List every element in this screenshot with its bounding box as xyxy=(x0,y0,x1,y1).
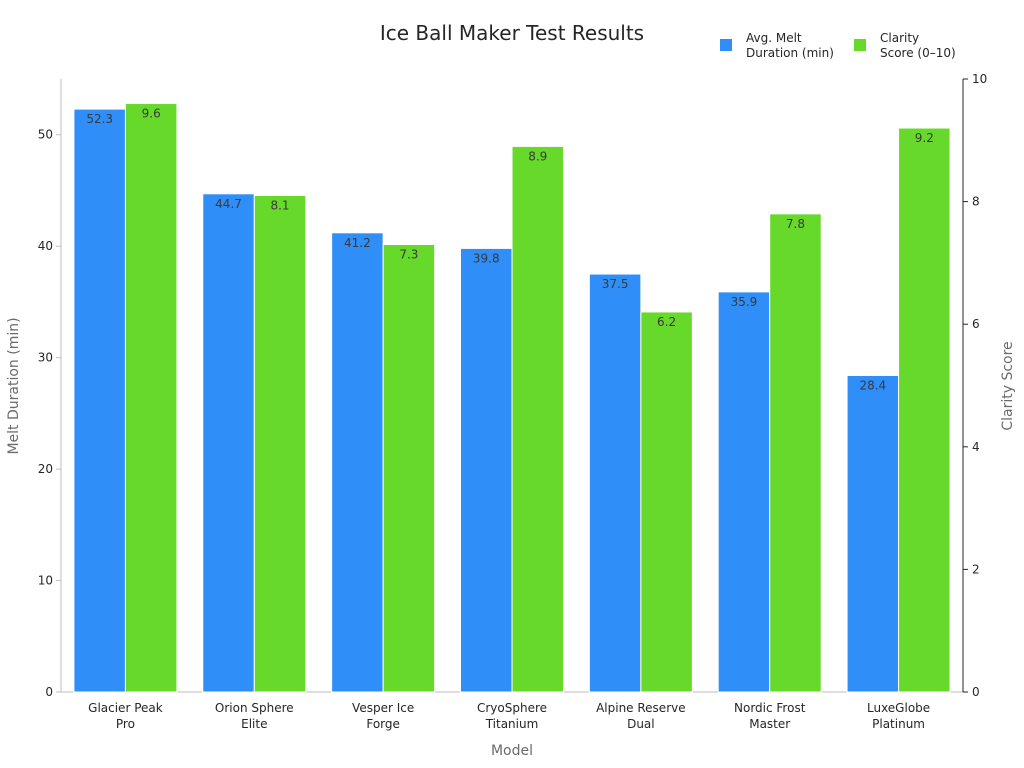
legend-label-melt: Avg. Melt Duration (min) xyxy=(746,31,834,60)
x-tick-label: CryoSphere Titanium xyxy=(477,701,547,731)
x-tick-label-line: Alpine Reserve xyxy=(596,701,686,715)
data-label: 37.5 xyxy=(602,277,629,291)
bar-melt xyxy=(717,291,771,693)
x-tick-label-line: Glacier Peak xyxy=(88,701,163,715)
x-axis-title: Model xyxy=(491,743,533,759)
x-tick-label: Nordic Frost Master xyxy=(734,701,806,731)
y2-tick-label: 0 xyxy=(972,685,980,699)
data-label: 6.2 xyxy=(657,315,676,329)
legend-label-line: Avg. Melt xyxy=(746,31,802,45)
legend-swatch-melt xyxy=(720,39,732,51)
bar-melt xyxy=(73,108,126,693)
bar-melt xyxy=(588,273,642,693)
y2-axis-title: Clarity Score xyxy=(1000,341,1016,430)
x-tick-label-line: CryoSphere xyxy=(477,701,547,715)
y2-tick-label: 8 xyxy=(972,195,980,209)
chart-title: Ice Ball Maker Test Results xyxy=(380,21,644,45)
data-label: 8.9 xyxy=(528,149,547,163)
data-label: 7.3 xyxy=(399,248,418,262)
bar-clarity xyxy=(640,311,693,693)
y-tick-label: 40 xyxy=(38,239,53,253)
data-label: 9.2 xyxy=(915,131,934,145)
x-tick-label-line: Forge xyxy=(366,717,400,731)
x-tick-label-line: Master xyxy=(749,717,790,731)
x-tick-label-line: Dual xyxy=(627,717,655,731)
data-label: 28.4 xyxy=(859,378,886,392)
data-label: 41.2 xyxy=(344,236,371,250)
x-tick-label-line: LuxeGlobe xyxy=(867,701,930,715)
x-tick-label: Alpine Reserve Dual xyxy=(596,701,686,731)
x-tick-label-line: Pro xyxy=(116,717,135,731)
bar-melt xyxy=(460,247,513,693)
y-tick-label: 30 xyxy=(38,351,53,365)
y2-tick-label: 6 xyxy=(972,317,980,331)
bar-clarity xyxy=(124,103,178,693)
x-tick-label: Vesper Ice Forge xyxy=(352,701,414,731)
y-tick-label: 50 xyxy=(38,128,53,142)
bar-clarity xyxy=(769,213,822,693)
x-tick-label-line: Platinum xyxy=(872,717,925,731)
x-tick-label: Orion Sphere Elite xyxy=(215,701,294,731)
legend-label-line: Clarity xyxy=(880,31,919,45)
bar-clarity xyxy=(253,194,307,693)
y-tick-label: 20 xyxy=(38,462,53,476)
data-label: 8.1 xyxy=(270,198,289,212)
legend: Avg. Melt Duration (min) Clarity Score (0–1… xyxy=(720,31,956,60)
y2-tick-label: 10 xyxy=(972,72,987,86)
y-tick-label: 0 xyxy=(45,685,53,699)
data-label: 7.8 xyxy=(786,217,805,231)
data-label: 35.9 xyxy=(731,295,758,309)
x-tick-label-line: Titanium xyxy=(485,717,539,731)
x-tick-label-line: Vesper Ice xyxy=(352,701,414,715)
legend-swatch-clarity xyxy=(854,39,866,51)
legend-label-line: Duration (min) xyxy=(746,46,834,60)
data-label: 9.6 xyxy=(142,107,161,121)
bar-clarity xyxy=(898,127,951,693)
bar-melt xyxy=(331,232,384,693)
data-label: 39.8 xyxy=(473,251,500,265)
bar-clarity xyxy=(511,145,564,693)
legend-label-clarity: Clarity Score (0–10) xyxy=(880,31,956,60)
x-tick-label: Glacier Peak Pro xyxy=(88,701,163,731)
legend-label-line: Score (0–10) xyxy=(880,46,956,60)
data-label: 52.3 xyxy=(86,112,113,126)
bar-melt xyxy=(846,374,900,693)
x-tick-label-line: Orion Sphere xyxy=(215,701,294,715)
x-tick-label: LuxeGlobe Platinum xyxy=(867,701,930,731)
y-tick-label: 10 xyxy=(38,574,53,588)
data-label: 44.7 xyxy=(215,197,242,211)
y-axis-title: Melt Duration (min) xyxy=(6,317,22,454)
bar-melt xyxy=(202,193,255,693)
y2-tick-label: 2 xyxy=(972,562,980,576)
plot-area: 0 10 20 30 40 50 0 2 4 6 8 10 52.3 9.6 Glacier Peak Pro… xyxy=(38,72,988,731)
y2-tick-label: 4 xyxy=(972,440,980,454)
x-tick-label-line: Elite xyxy=(241,717,267,731)
bar-clarity xyxy=(382,244,436,693)
x-tick-label-line: Nordic Frost xyxy=(734,701,806,715)
